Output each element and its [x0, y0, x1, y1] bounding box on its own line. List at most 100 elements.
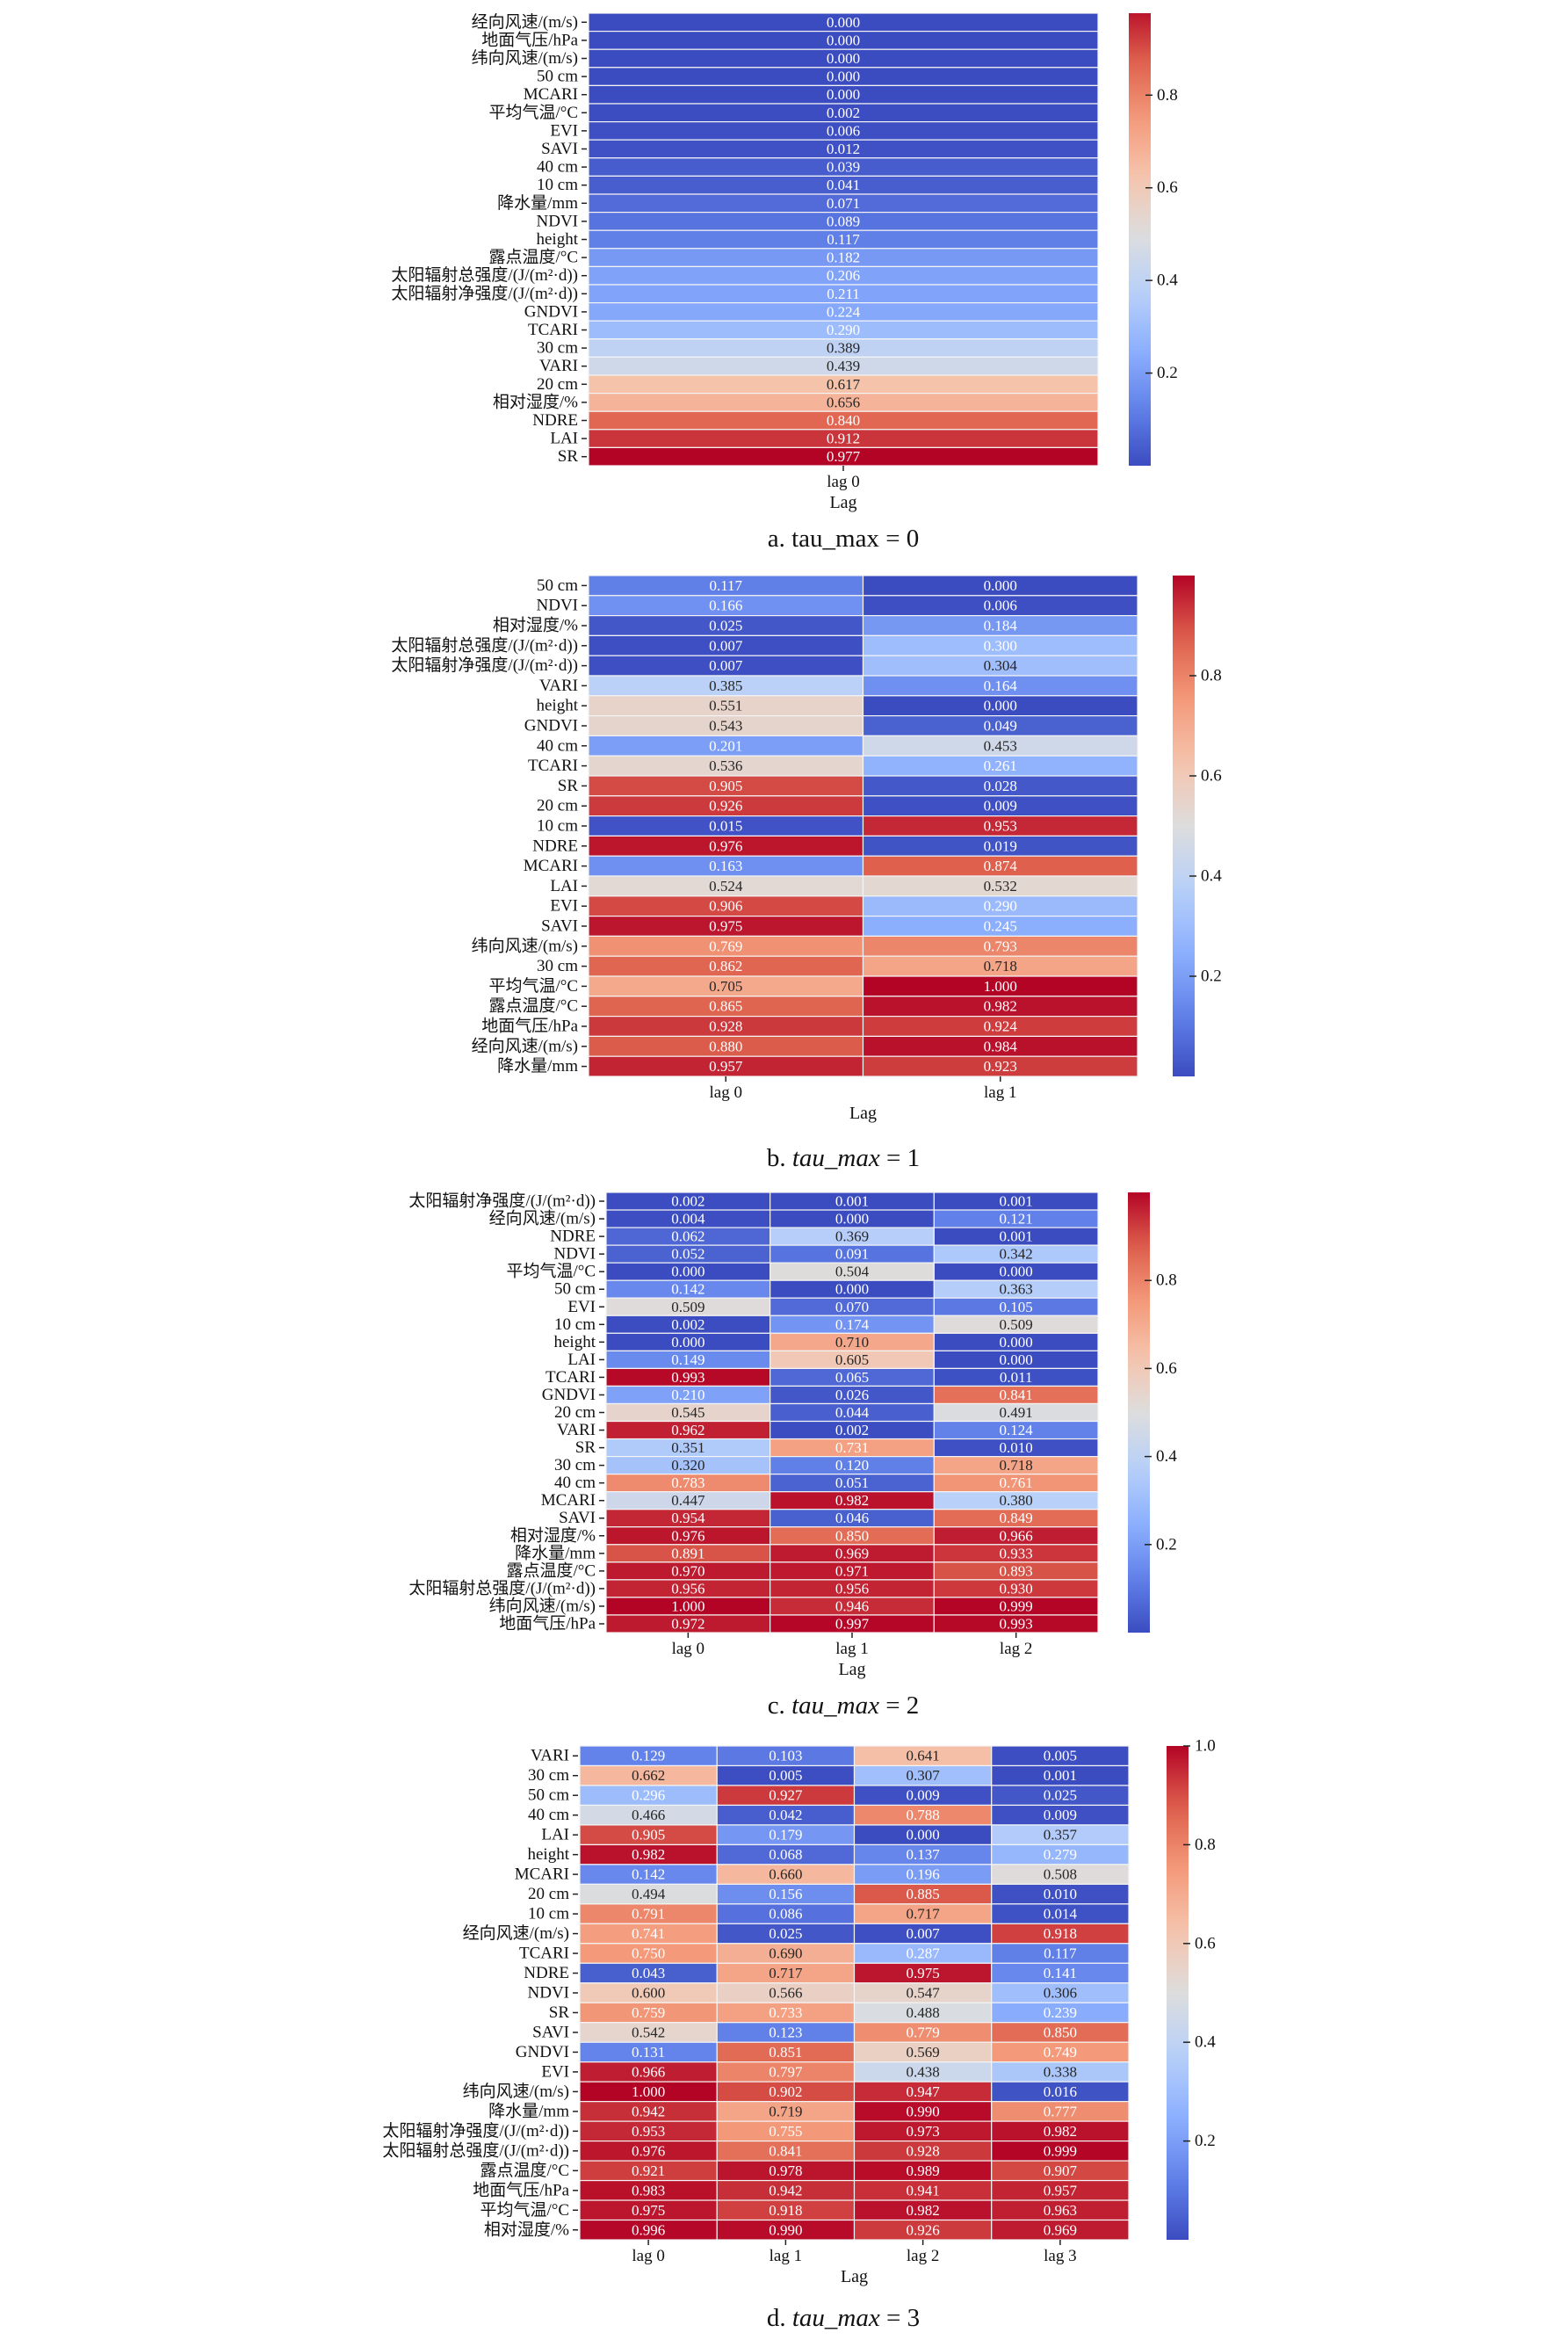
cell-value: 0.466	[632, 1807, 665, 1823]
cell-value: 0.524	[709, 878, 743, 895]
cell-value: 0.946	[835, 1597, 869, 1614]
cell-value: 0.893	[1000, 1562, 1033, 1579]
cell-value: 0.025	[1044, 1787, 1077, 1804]
cell-value: 0.956	[835, 1580, 869, 1597]
colorbar	[1128, 1192, 1150, 1633]
colorbar	[1173, 576, 1195, 1076]
row-label: GNDVI	[524, 717, 578, 735]
row-label: 20 cm	[537, 375, 578, 394]
cell-value: 0.793	[984, 938, 1017, 954]
cell-value: 0.296	[632, 1787, 665, 1804]
cell-value: 0.769	[709, 938, 742, 954]
cell-value: 0.926	[709, 798, 742, 815]
colorbar-tick-label: 0.6	[1201, 767, 1222, 786]
cell-value: 0.759	[632, 2004, 665, 2021]
cell-value: 0.969	[1044, 2221, 1077, 2238]
cell-value: 0.928	[907, 2142, 940, 2159]
cell-value: 0.000	[1000, 1351, 1033, 1368]
cell-value: 0.975	[709, 918, 742, 935]
row-label: 30 cm	[528, 1766, 569, 1785]
cell-value: 0.718	[984, 958, 1017, 974]
cell-value: 0.117	[709, 577, 742, 594]
cell-value: 0.942	[632, 2103, 665, 2119]
cell-value: 0.902	[769, 2083, 802, 2100]
cell-value: 0.976	[709, 837, 742, 854]
row-label: NDVI	[528, 1984, 570, 2003]
cell-value: 0.971	[835, 1562, 869, 1579]
cell-value: 0.841	[769, 2142, 802, 2159]
cell-value: 0.545	[671, 1404, 705, 1421]
row-label: TCARI	[519, 1945, 569, 1963]
cell-value: 0.891	[671, 1545, 705, 1561]
x-axis-label: Lag	[829, 493, 856, 512]
cell-value: 0.690	[769, 1945, 802, 1962]
cell-value: 0.741	[632, 1925, 665, 1942]
row-label: LAI	[550, 430, 578, 448]
cell-value: 0.009	[1044, 1807, 1077, 1823]
column-label: lag 3	[1044, 2247, 1076, 2265]
cell-value: 0.957	[709, 1058, 743, 1075]
colorbar-tick-label: 1.0	[1195, 1737, 1216, 1756]
cell-value: 0.605	[835, 1351, 869, 1368]
cell-value: 0.966	[1000, 1527, 1033, 1544]
row-label: VARI	[539, 357, 578, 375]
cell-value: 0.009	[984, 798, 1017, 815]
row-label: 地面气压/hPa	[473, 2180, 569, 2199]
cell-value: 0.989	[907, 2162, 940, 2179]
row-label: SR	[558, 447, 579, 466]
row-label: height	[528, 1845, 570, 1864]
cell-value: 0.717	[769, 1965, 803, 1981]
cell-value: 0.933	[1000, 1545, 1033, 1561]
cell-value: 0.733	[769, 2004, 802, 2021]
row-label: SAVI	[541, 140, 578, 158]
cell-value: 0.000	[827, 32, 860, 48]
cell-value: 0.984	[984, 1038, 1018, 1054]
cell-value: 0.290	[984, 898, 1017, 915]
cell-value: 0.001	[1000, 1193, 1033, 1210]
cell-value: 0.142	[632, 1866, 665, 1883]
cell-value: 0.973	[907, 2123, 940, 2140]
cell-value: 0.156	[769, 1886, 802, 1902]
row-label: 20 cm	[528, 1885, 569, 1903]
row-label: 平均气温/°C	[488, 103, 578, 122]
cell-value: 0.982	[632, 1846, 665, 1863]
cell-value: 0.184	[984, 618, 1018, 634]
row-label: 50 cm	[537, 576, 578, 595]
row-label: NDVI	[554, 1245, 596, 1264]
cell-value: 0.103	[769, 1748, 802, 1764]
cell-value: 0.993	[671, 1369, 705, 1386]
row-label: 经向风速/(m/s)	[489, 1209, 596, 1228]
cell-value: 0.117	[827, 231, 860, 248]
colorbar-tick-label: 0.4	[1156, 1447, 1177, 1466]
cell-value: 0.002	[835, 1422, 869, 1438]
row-label: 地面气压/hPa	[481, 30, 578, 49]
row-label: 平均气温/°C	[488, 976, 578, 996]
row-label: 40 cm	[537, 736, 578, 755]
cell-value: 0.290	[827, 322, 860, 338]
cell-value: 0.656	[827, 394, 860, 410]
cell-value: 0.930	[1000, 1580, 1033, 1597]
cell-value: 0.123	[769, 2024, 802, 2040]
cell-value: 0.117	[1044, 1945, 1077, 1962]
panel-caption: c. tau_max = 2	[768, 1691, 920, 1720]
cell-value: 0.091	[835, 1246, 869, 1263]
cell-value: 0.996	[632, 2221, 665, 2238]
cell-value: 0.239	[1044, 2004, 1077, 2021]
cell-value: 0.912	[827, 431, 860, 447]
cell-value: 0.755	[769, 2123, 802, 2140]
cell-value: 0.120	[835, 1457, 869, 1474]
cell-value: 0.369	[835, 1228, 869, 1245]
cell-value: 0.532	[984, 878, 1017, 895]
row-label: 太阳辐射总强度/(J/(m²·d))	[391, 265, 578, 285]
cell-value: 0.494	[632, 1886, 666, 1902]
cell-value: 0.865	[709, 998, 742, 1015]
cell-value: 0.001	[1000, 1228, 1033, 1245]
cell-value: 0.880	[709, 1038, 742, 1054]
colorbar-tick-label: 0.2	[1195, 2132, 1216, 2150]
column-label: lag 0	[672, 1640, 705, 1658]
cell-value: 0.196	[907, 1866, 940, 1883]
cell-value: 0.851	[769, 2044, 802, 2061]
cell-value: 0.000	[827, 50, 860, 67]
row-label: VARI	[539, 677, 578, 695]
row-label: 太阳辐射总强度/(J/(m²·d))	[391, 635, 578, 655]
